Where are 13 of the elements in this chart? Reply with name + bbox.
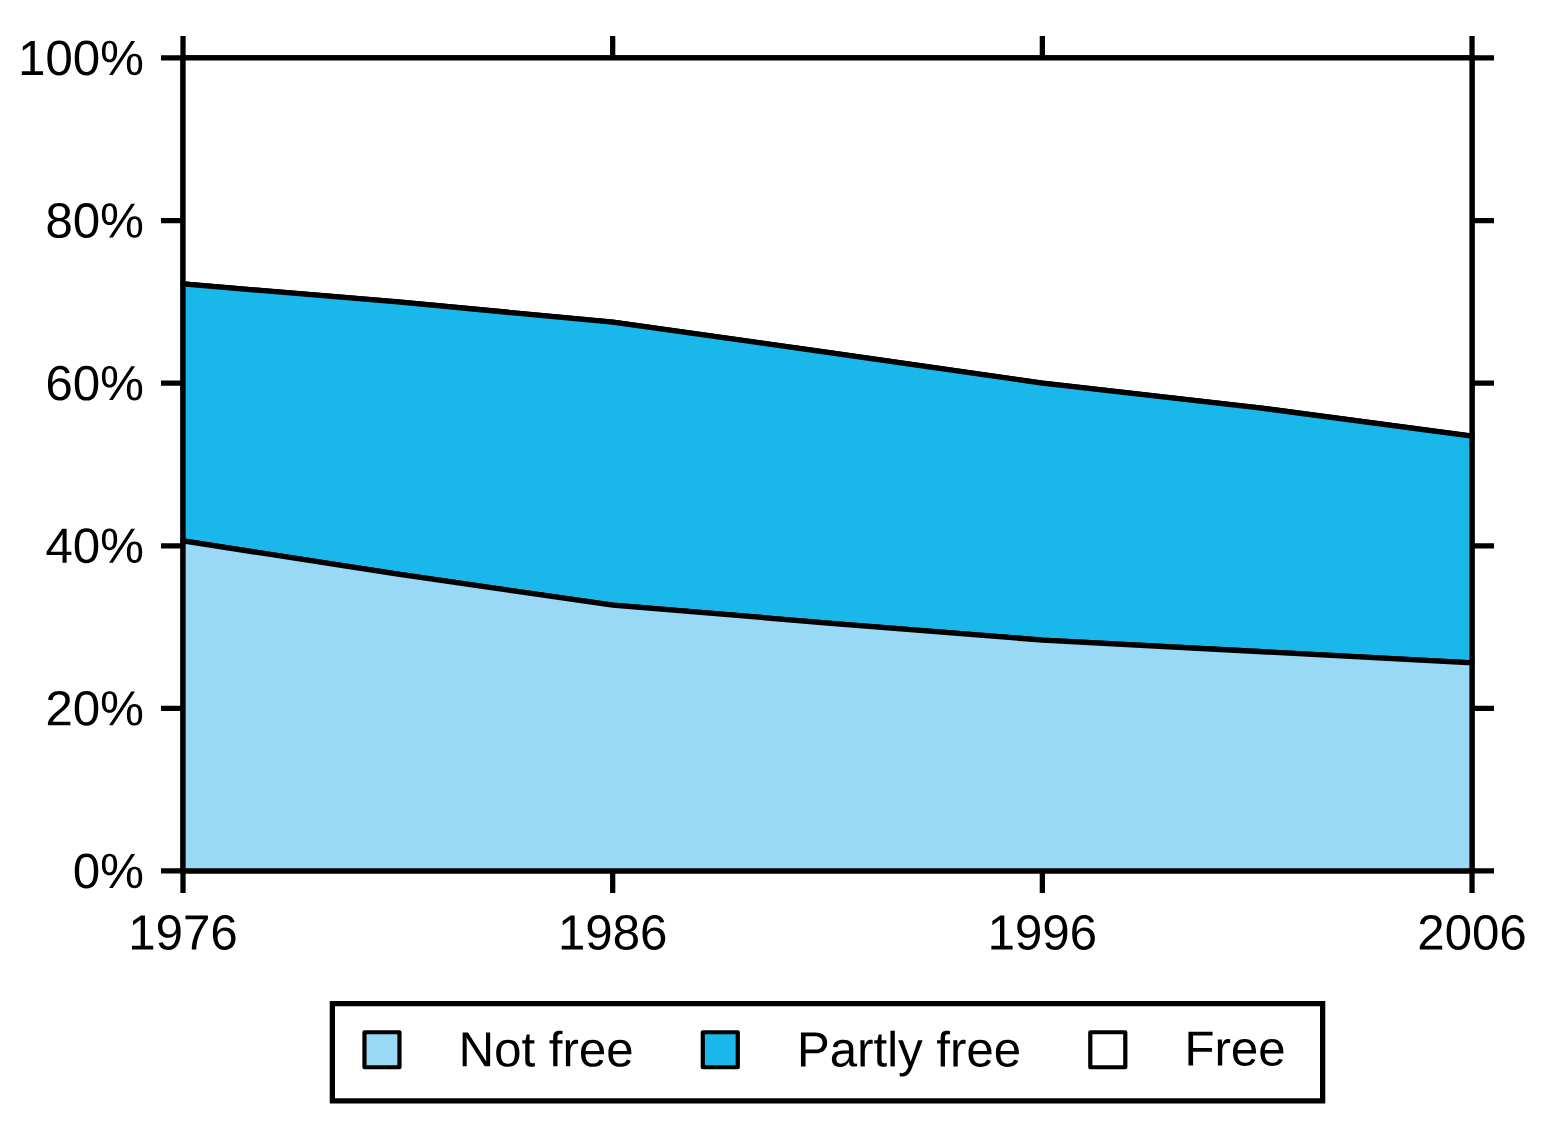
- y-tick-label: 40%: [46, 528, 143, 564]
- legend-label: Not free: [462, 1030, 632, 1067]
- y-tick-label: 0%: [74, 853, 143, 889]
- x-tick-label: 2006: [1419, 915, 1525, 950]
- x-tick-label: 1986: [561, 915, 666, 950]
- legend-label: Partly free: [800, 1030, 1019, 1077]
- y-tick-label: 20%: [47, 690, 143, 726]
- y-tick-label: 100%: [21, 40, 143, 76]
- x-tick-label: 1996: [991, 915, 1095, 950]
- legend-label: Free: [1188, 1031, 1284, 1066]
- x-tick-label: 1976: [132, 915, 236, 950]
- y-tick-label: 60%: [47, 365, 143, 401]
- y-tick-label: 80%: [47, 203, 143, 239]
